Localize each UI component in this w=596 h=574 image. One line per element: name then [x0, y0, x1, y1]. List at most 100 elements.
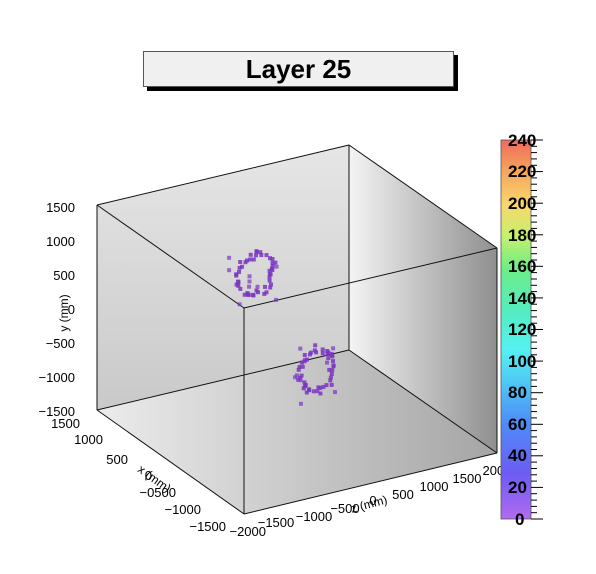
- data-point: [246, 292, 251, 297]
- data-point: [304, 390, 309, 395]
- back-wall: [349, 145, 497, 453]
- data-point: [242, 292, 247, 297]
- z-tick-label: 0: [369, 493, 376, 508]
- colorbar-tick-label: 0: [515, 510, 524, 529]
- data-point-outlier: [303, 357, 307, 362]
- data-point: [263, 284, 267, 289]
- data-point: [248, 257, 253, 262]
- data-point: [254, 249, 259, 254]
- data-point: [297, 365, 302, 369]
- data-point: [238, 286, 243, 291]
- z-tick-label: 1000: [420, 479, 449, 494]
- colorbar-tick-label: 240: [508, 131, 536, 150]
- data-point: [318, 391, 323, 396]
- data-point: [269, 282, 273, 287]
- data-point: [236, 283, 241, 288]
- z-axis-label: z (mm): [349, 493, 389, 516]
- z-tick-label: −1500: [258, 515, 295, 530]
- data-point: [259, 253, 264, 257]
- data-point: [325, 349, 330, 353]
- data-point: [254, 253, 258, 258]
- z-tick-label: 1500: [453, 471, 482, 486]
- data-point: [308, 352, 312, 357]
- colorbar-tick-label: 80: [508, 383, 527, 402]
- colorbar-tick-label: 100: [508, 352, 536, 371]
- data-point: [302, 380, 307, 385]
- x-tick-label: 1500: [51, 416, 80, 431]
- data-point: [307, 387, 312, 392]
- x-tick-label: 0: [145, 468, 152, 483]
- data-point: [313, 343, 318, 348]
- data-point: [264, 253, 269, 258]
- data-point-outlier: [227, 255, 232, 260]
- data-point-outlier: [247, 274, 252, 279]
- colorbar-tick-label: 160: [508, 257, 536, 276]
- data-point: [270, 257, 275, 261]
- data-point-outlier: [333, 390, 337, 395]
- data-point: [264, 290, 269, 295]
- colorbar-tick-label: 180: [508, 226, 536, 245]
- data-point: [327, 367, 332, 372]
- z-tick-label: −500: [330, 501, 359, 516]
- data-point: [321, 384, 326, 389]
- data-point: [299, 373, 304, 378]
- chart-title: Layer 25: [245, 53, 352, 84]
- data-point-outlier: [227, 268, 232, 273]
- colorbar-tick-label: 60: [508, 415, 527, 434]
- data-point: [268, 256, 272, 261]
- data-point: [312, 348, 317, 353]
- data-point: [267, 278, 272, 283]
- data-point: [296, 377, 301, 382]
- x-tick-label: −2000: [229, 524, 266, 539]
- data-point: [243, 260, 248, 265]
- data-point-outlier: [298, 378, 303, 383]
- data-point: [251, 257, 256, 262]
- data-point: [331, 363, 336, 368]
- data-point-outlier: [299, 401, 303, 406]
- color-bar: 240 220 200 180 160 140 120 100 80 60 40…: [500, 131, 543, 529]
- y-tick-label: −1500: [38, 404, 75, 419]
- data-point: [269, 266, 274, 271]
- data-point: [328, 378, 333, 383]
- y-tick-label: 0: [68, 302, 75, 317]
- data-point: [301, 386, 306, 391]
- data-point: [328, 375, 333, 380]
- color-bar-ticks: [531, 139, 543, 520]
- x-tick-label: 500: [106, 452, 128, 467]
- data-point: [273, 260, 278, 265]
- data-point-outlier: [247, 284, 252, 289]
- data-point: [331, 359, 335, 364]
- data-point-outlier: [325, 360, 329, 365]
- data-point: [324, 383, 329, 388]
- y-tick-label: 1500: [46, 200, 75, 215]
- data-point: [240, 264, 244, 269]
- data-point: [320, 351, 325, 356]
- data-point: [329, 372, 334, 376]
- y-tick-label: −500: [46, 336, 75, 351]
- colorbar-tick-label: 40: [508, 446, 527, 465]
- data-point: [262, 291, 267, 296]
- y-axis: 1500 1000 500 0 −500 −1000 −1500 y (mm): [38, 200, 75, 419]
- data-point: [237, 265, 242, 270]
- data-point: [234, 273, 239, 278]
- data-point-outlier: [298, 346, 303, 351]
- chart-title-box: Layer 25: [143, 51, 454, 87]
- floor: [97, 350, 497, 514]
- y-tick-label: −1000: [38, 370, 75, 385]
- data-point: [302, 353, 307, 357]
- data-point-outlier: [329, 353, 334, 358]
- data-point: [238, 260, 243, 264]
- data-point-outlier: [294, 373, 299, 378]
- z-tick-label: −1000: [296, 509, 333, 524]
- colorbar-tick-label: 120: [508, 320, 536, 339]
- data-point: [270, 261, 275, 265]
- colorbar-tick-label: 140: [508, 289, 536, 308]
- colorbar-tick-label: 200: [508, 194, 536, 213]
- x-tick-label: −1500: [189, 519, 226, 534]
- data-point-outlier: [274, 297, 278, 302]
- data-point: [315, 389, 320, 394]
- data-point: [267, 268, 272, 273]
- data-point: [326, 356, 331, 361]
- y-tick-label: 1000: [46, 234, 75, 249]
